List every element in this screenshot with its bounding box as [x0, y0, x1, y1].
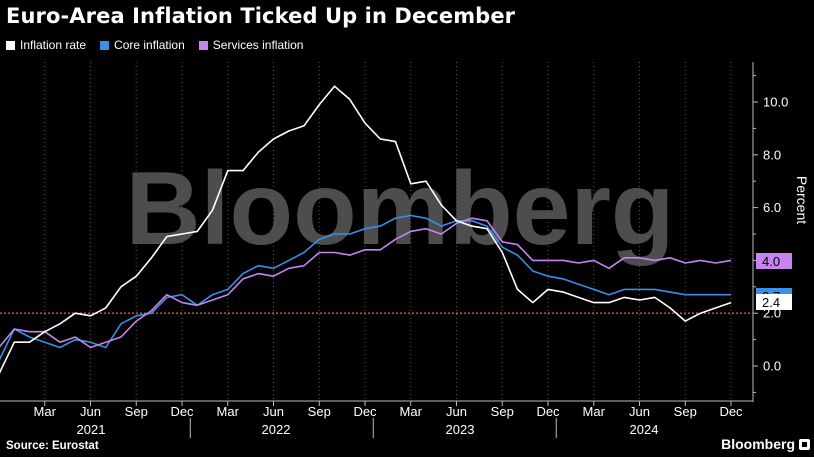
brand-name: Bloomberg [721, 436, 795, 452]
chart-title: Euro-Area Inflation Ticked Up in Decembe… [6, 4, 516, 28]
bloomberg-terminal-icon [799, 438, 810, 450]
x-tick-label: Dec [170, 404, 194, 419]
legend-swatch-services [198, 40, 208, 50]
series-line-core-inflation [0, 214, 731, 361]
x-tick-label: Dec [353, 404, 377, 419]
x-tick-label: Mar [583, 404, 606, 419]
end-label-inflation: 2.4 [762, 295, 780, 310]
x-tick-label: Mar [217, 404, 240, 419]
x-tick-label: Mar [400, 404, 423, 419]
legend-label-inflation: Inflation rate [20, 38, 87, 52]
end-label-inflation-box [756, 294, 792, 310]
legend-item-services: Services inflation [198, 38, 304, 52]
x-tick-label: Jun [629, 404, 650, 419]
x-tick-label: Sep [125, 404, 148, 419]
legend-item-inflation: Inflation rate [6, 38, 86, 52]
end-label-services-box [756, 253, 792, 269]
legend-swatch-inflation [6, 40, 15, 50]
legend-item-core: Core inflation [100, 38, 185, 52]
x-tick-label: Jun [80, 404, 101, 419]
x-tick-label: Sep [674, 404, 697, 419]
chart-legend: Inflation rate Core inflation Services i… [6, 38, 303, 52]
x-tick-label: Jun [446, 404, 467, 419]
y-axis-title: Percent [794, 176, 810, 224]
x-tick-label: Sep [308, 404, 331, 419]
end-label-services: 4.0 [762, 254, 780, 269]
x-tick-label: Sep [491, 404, 514, 419]
x-tick-label: Jun [263, 404, 284, 419]
y-tick-label: 8.0 [763, 147, 781, 162]
year-label: 2024 [630, 422, 659, 437]
series-line-inflation-rate [0, 85, 732, 374]
source-note: Source: Eurostat [6, 440, 99, 452]
legend-swatch-core [100, 40, 110, 50]
year-label: 2023 [446, 422, 475, 437]
y-tick-label: 0.0 [763, 359, 781, 374]
year-label: 2021 [77, 422, 106, 437]
brand-logo: Bloomberg [721, 436, 810, 452]
legend-label-services: Services inflation [212, 38, 304, 52]
legend-label-core: Core inflation [114, 38, 185, 52]
y-tick-label: 10.0 [763, 95, 788, 110]
series-line-services-inflation [0, 217, 732, 349]
x-tick-label: Dec [536, 404, 560, 419]
x-tick-label: Dec [719, 404, 743, 419]
year-label: 2022 [262, 422, 291, 437]
y-tick-label: 6.0 [763, 200, 781, 215]
watermark-text: Bloomberg [126, 151, 675, 267]
x-tick-label: Mar [34, 404, 57, 419]
